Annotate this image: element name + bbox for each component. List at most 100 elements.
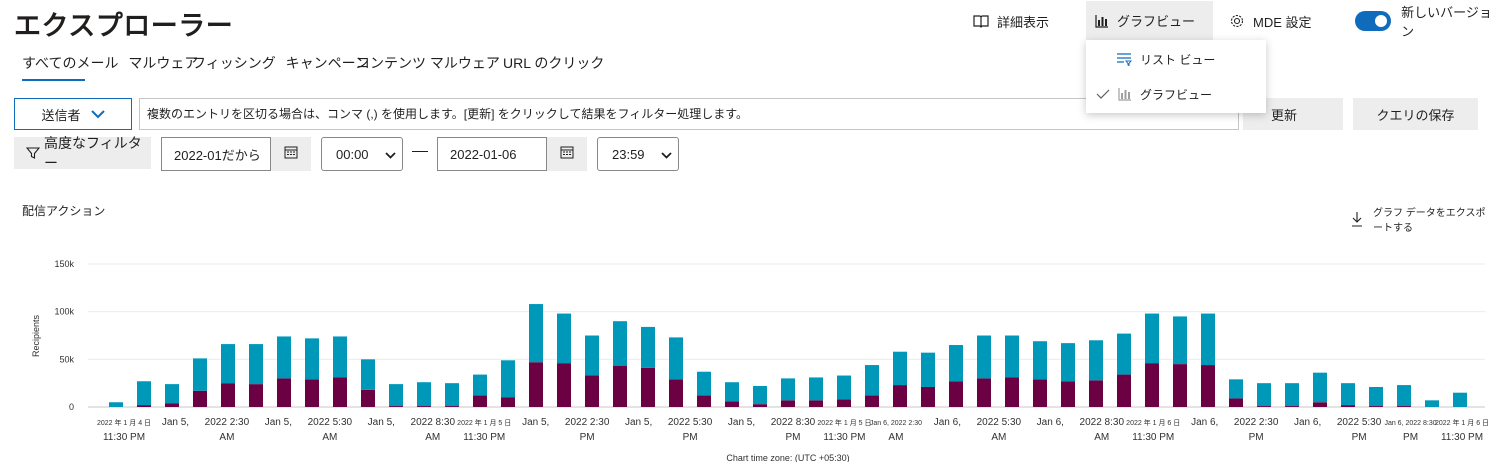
bar-segment [613, 321, 627, 367]
x-axis-label: Chart time zone: (UTC +05:30) [726, 453, 849, 462]
export-chart-data-button[interactable]: グラフ データをエクスポートする [1351, 204, 1495, 234]
tab-content-malware[interactable]: コンテンツ マルウェア [356, 55, 500, 71]
export-chart-data-label: グラフ データをエクスポートする [1373, 208, 1486, 234]
bar-segment [1173, 316, 1187, 365]
end-date-field[interactable]: 2022-01-06 [437, 137, 547, 171]
new-version-label: 新しいバージョン [1401, 5, 1492, 39]
x-tick-label: AM [219, 432, 234, 443]
x-tick-label: Jan 6, [1037, 417, 1064, 428]
book-icon [973, 14, 989, 28]
x-tick-label: Jan 6, [1191, 417, 1218, 428]
y-tick-label: 100k [54, 307, 74, 317]
bar-segment [473, 374, 487, 396]
bar-segment [809, 400, 823, 407]
bar-segment [473, 395, 487, 407]
bar-segment [1061, 343, 1075, 382]
bar-segment [137, 381, 151, 406]
bar-segment [585, 375, 599, 407]
new-version-toggle[interactable] [1355, 11, 1392, 31]
start-date-field[interactable]: 2022-01だから [161, 137, 271, 171]
tab-url-clicks[interactable]: URL のクリック [503, 55, 605, 71]
start-date-calendar-button[interactable] [271, 137, 311, 171]
bar-segment [557, 363, 571, 407]
new-version-toggle-group: 新しいバージョン [1355, 5, 1495, 39]
bar-segment [1061, 381, 1075, 407]
x-tick-label: 2022 年 1 月 6 日 [1126, 418, 1180, 427]
bar-segment [1397, 385, 1411, 407]
x-tick-label: 2022 2:30 [565, 417, 610, 428]
filter-input[interactable] [139, 98, 1239, 130]
bar-segment [1173, 364, 1187, 407]
bar-segment [893, 385, 907, 407]
date-range-separator [412, 151, 428, 152]
x-tick-label: Jan 5, [522, 417, 549, 428]
bar-segment [417, 406, 431, 407]
start-time-select[interactable]: 00:00 [321, 137, 403, 171]
x-tick-label: 2022 8:30 [411, 417, 456, 428]
bar-segment [193, 390, 207, 407]
x-tick-label: PM [1352, 432, 1367, 443]
bar-segment [1229, 379, 1243, 399]
chevron-down-icon [661, 147, 672, 162]
bar-segment [109, 402, 123, 407]
advanced-filter-button[interactable]: 高度なフィルター [14, 135, 151, 171]
checkmark-icon [1096, 88, 1110, 100]
bar-segment [501, 397, 515, 407]
x-tick-label: PM [1249, 432, 1264, 443]
bar-segment [669, 379, 683, 407]
bar-segment [305, 338, 319, 380]
bar-segment [977, 378, 991, 407]
bar-segment [837, 375, 851, 400]
x-tick-label: 2022 5:30 [308, 417, 353, 428]
advanced-filter-label: 高度なフィルター [44, 135, 142, 171]
end-time-value: 23:59 [612, 146, 645, 162]
x-tick-label: 11:30 PM [1132, 432, 1174, 443]
bar-segment [1089, 340, 1103, 381]
mde-settings-label: MDE 設定 [1253, 14, 1312, 30]
graph-view-option[interactable]: グラフビュー [1086, 79, 1266, 109]
x-tick-label: Jan 5, [265, 417, 292, 428]
tab-phishing[interactable]: フィッシング キャンペーン [192, 53, 369, 73]
x-tick-label: Jan 6, [934, 417, 961, 428]
end-time-select[interactable]: 23:59 [597, 137, 679, 171]
x-tick-label: 11:30 PM [103, 432, 145, 443]
bar-segment [865, 395, 879, 407]
bar-segment [1089, 380, 1103, 407]
save-query-button[interactable]: クエリの保存 [1353, 98, 1478, 130]
x-tick-label: PM [683, 432, 698, 443]
x-tick-label: 2022 年 1 月 5 日 [817, 418, 871, 427]
bar-segment [501, 360, 515, 398]
x-tick-label: PM [1403, 432, 1418, 443]
sender-select[interactable]: 送信者 [14, 98, 132, 130]
gear-icon [1229, 13, 1245, 29]
mde-settings-button[interactable]: MDE 設定 [1229, 6, 1312, 36]
x-tick-label: AM [888, 432, 903, 443]
bar-segment [585, 335, 599, 376]
x-tick-label: PM [580, 432, 595, 443]
x-tick-label: 2022 8:30 [771, 417, 816, 428]
bar-segment [1341, 405, 1355, 407]
filter-icon [26, 146, 40, 160]
bar-segment [641, 326, 655, 368]
tab-campaign-label: キャンペーン [285, 55, 369, 71]
calendar-icon [560, 145, 574, 164]
bar-segment [1285, 383, 1299, 407]
x-tick-label: AM [322, 432, 337, 443]
x-tick-label: 11:30 PM [463, 432, 505, 443]
bar-segment [641, 367, 655, 407]
bar-segment [837, 399, 851, 407]
bar-segment [1117, 374, 1131, 407]
bar-segment [1257, 406, 1271, 407]
tab-phishing-label: フィッシング [192, 55, 276, 71]
x-tick-label: 2022 5:30 [668, 417, 713, 428]
tab-all-email[interactable]: すべてのメール マルウェア [22, 53, 198, 73]
y-tick-label: 50k [59, 354, 74, 364]
x-tick-label: 2022 年 1 月 5 日 [457, 418, 511, 427]
graph-view-button[interactable]: グラフビュー [1086, 1, 1213, 40]
graph-view-label: グラフビュー [1117, 14, 1196, 29]
detail-view-button[interactable]: 詳細表示 [973, 6, 1049, 36]
bar-segment [529, 362, 543, 407]
y-tick-label: 150k [54, 259, 74, 269]
end-date-calendar-button[interactable] [547, 137, 587, 171]
list-view-option[interactable]: リスト ビュー [1086, 44, 1266, 74]
